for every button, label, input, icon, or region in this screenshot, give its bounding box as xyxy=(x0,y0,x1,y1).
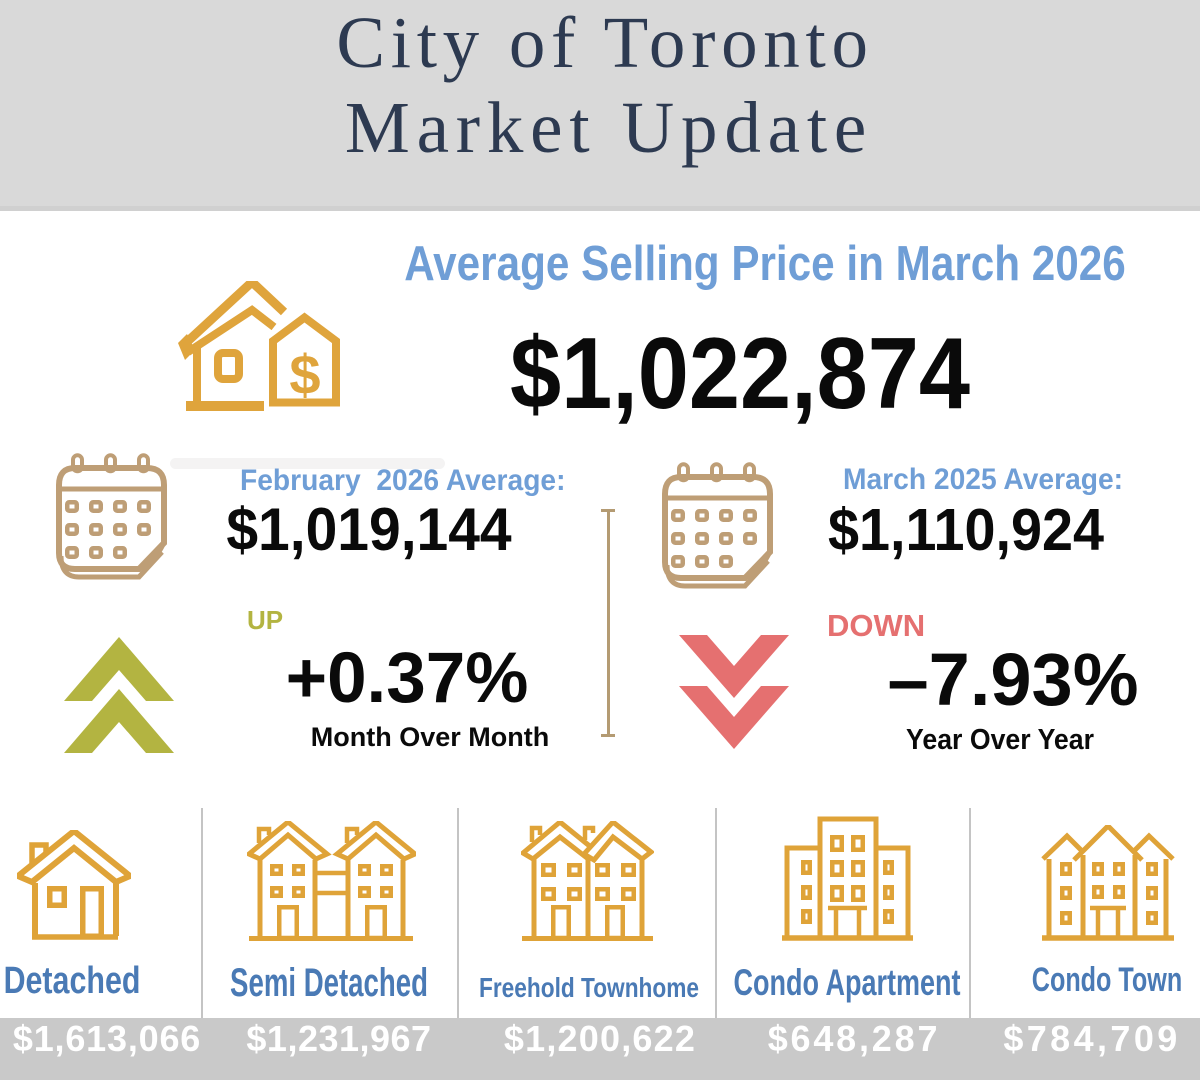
svg-text:$: $ xyxy=(289,343,320,406)
